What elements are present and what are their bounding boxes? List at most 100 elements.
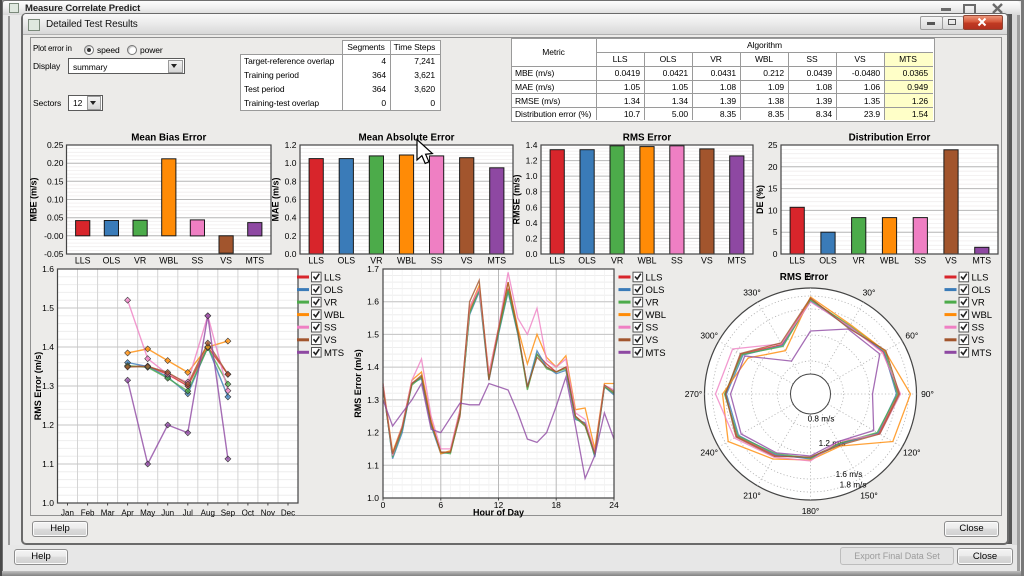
svg-text:1.0: 1.0: [285, 158, 297, 168]
svg-text:VR: VR: [853, 256, 865, 266]
svg-text:1.4: 1.4: [42, 342, 54, 352]
svg-text:0°: 0°: [806, 272, 814, 282]
svg-text:15: 15: [768, 184, 778, 194]
svg-text:VS: VS: [220, 256, 232, 266]
svg-text:0.2: 0.2: [285, 231, 297, 241]
svg-text:Mean Bias Error: Mean Bias Error: [131, 133, 206, 144]
svg-text:1.2 m/s: 1.2 m/s: [819, 439, 846, 448]
svg-text:Aug: Aug: [201, 509, 215, 518]
svg-text:Jan: Jan: [61, 509, 74, 518]
svg-text:0.25: 0.25: [47, 140, 64, 150]
svg-text:25: 25: [768, 140, 778, 150]
svg-text:OLS: OLS: [646, 285, 665, 296]
svg-text:1.3: 1.3: [42, 381, 54, 391]
svg-text:OLS: OLS: [578, 256, 596, 266]
svg-text:VR: VR: [972, 298, 985, 309]
svg-text:12: 12: [494, 500, 504, 510]
svg-text:VS: VS: [646, 335, 659, 346]
svg-text:OLS: OLS: [324, 285, 343, 296]
svg-text:1.6: 1.6: [42, 264, 54, 274]
svg-text:Distribution Error: Distribution Error: [849, 133, 931, 144]
svg-text:90°: 90°: [921, 389, 934, 399]
svg-text:DE (%): DE (%): [755, 185, 765, 214]
svg-text:0.6: 0.6: [526, 202, 538, 212]
svg-text:LLS: LLS: [972, 273, 989, 284]
svg-text:Dec: Dec: [281, 509, 295, 518]
svg-text:SS: SS: [192, 256, 204, 266]
svg-text:10: 10: [768, 205, 778, 215]
svg-text:SS: SS: [671, 256, 683, 266]
svg-text:Mar: Mar: [101, 509, 115, 518]
svg-text:MTS: MTS: [324, 348, 344, 359]
svg-text:MTS: MTS: [973, 256, 992, 266]
svg-text:WBL: WBL: [637, 256, 656, 266]
svg-text:1.6 m/s: 1.6 m/s: [836, 470, 863, 479]
svg-text:5: 5: [773, 227, 778, 237]
svg-text:MTS: MTS: [972, 348, 992, 359]
svg-text:MTS: MTS: [728, 256, 747, 266]
svg-text:1.2: 1.2: [367, 428, 379, 438]
svg-text:VS: VS: [972, 335, 985, 346]
svg-text:20: 20: [768, 162, 778, 172]
svg-text:6: 6: [438, 500, 443, 510]
svg-text:1.1: 1.1: [367, 460, 379, 470]
svg-text:LLS: LLS: [75, 256, 91, 266]
svg-text:WBL: WBL: [880, 256, 899, 266]
svg-text:1.0: 1.0: [526, 171, 538, 181]
svg-text:24: 24: [609, 500, 619, 510]
svg-text:1.2: 1.2: [285, 140, 297, 150]
svg-text:MTS: MTS: [246, 256, 265, 266]
svg-text:0.0: 0.0: [526, 249, 538, 259]
svg-text:LLS: LLS: [646, 273, 663, 284]
svg-text:0.8 m/s: 0.8 m/s: [808, 415, 835, 424]
svg-text:SS: SS: [914, 256, 926, 266]
svg-text:-0.00: -0.00: [44, 231, 64, 241]
svg-text:330°: 330°: [743, 288, 761, 298]
svg-text:1.0: 1.0: [367, 493, 379, 503]
svg-text:0: 0: [773, 249, 778, 259]
svg-text:WBL: WBL: [972, 310, 993, 321]
svg-text:MAE (m/s): MAE (m/s): [271, 177, 281, 221]
svg-text:RMS Error: RMS Error: [623, 133, 672, 144]
svg-text:30°: 30°: [863, 288, 876, 298]
svg-text:SS: SS: [646, 323, 659, 334]
svg-text:OLS: OLS: [972, 285, 991, 296]
svg-text:1.5: 1.5: [367, 329, 379, 339]
svg-text:1.0: 1.0: [42, 498, 54, 508]
svg-text:180°: 180°: [802, 506, 820, 516]
svg-text:OLS: OLS: [819, 256, 837, 266]
svg-text:WBL: WBL: [159, 256, 178, 266]
svg-text:VR: VR: [370, 256, 382, 266]
svg-text:150°: 150°: [860, 490, 878, 500]
svg-text:0.20: 0.20: [47, 158, 64, 168]
svg-text:1.4: 1.4: [367, 362, 379, 372]
svg-text:LLS: LLS: [308, 256, 324, 266]
svg-text:VS: VS: [324, 335, 337, 346]
svg-text:1.7: 1.7: [367, 264, 379, 274]
svg-text:0.8: 0.8: [526, 187, 538, 197]
svg-text:1.4: 1.4: [526, 140, 538, 150]
svg-text:1.2: 1.2: [526, 156, 538, 166]
svg-text:OLS: OLS: [103, 256, 121, 266]
svg-text:1.1: 1.1: [42, 459, 54, 469]
svg-text:Nov: Nov: [261, 509, 275, 518]
svg-text:MBE (m/s): MBE (m/s): [29, 177, 39, 221]
svg-text:VR: VR: [134, 256, 146, 266]
svg-text:VR: VR: [646, 298, 659, 309]
svg-text:1.5: 1.5: [42, 303, 54, 313]
svg-text:SS: SS: [431, 256, 443, 266]
svg-text:60°: 60°: [905, 331, 918, 341]
svg-text:0.6: 0.6: [285, 195, 297, 205]
svg-text:LLS: LLS: [549, 256, 565, 266]
svg-text:Feb: Feb: [81, 509, 95, 518]
svg-text:VR: VR: [611, 256, 623, 266]
svg-text:0.15: 0.15: [47, 176, 64, 186]
svg-text:18: 18: [551, 500, 561, 510]
svg-text:1.8 m/s: 1.8 m/s: [840, 481, 867, 490]
svg-text:0.4: 0.4: [526, 218, 538, 228]
svg-text:VS: VS: [701, 256, 713, 266]
svg-text:WBL: WBL: [397, 256, 416, 266]
svg-text:MTS: MTS: [488, 256, 507, 266]
svg-text:LLS: LLS: [324, 273, 341, 284]
svg-text:0: 0: [381, 500, 386, 510]
